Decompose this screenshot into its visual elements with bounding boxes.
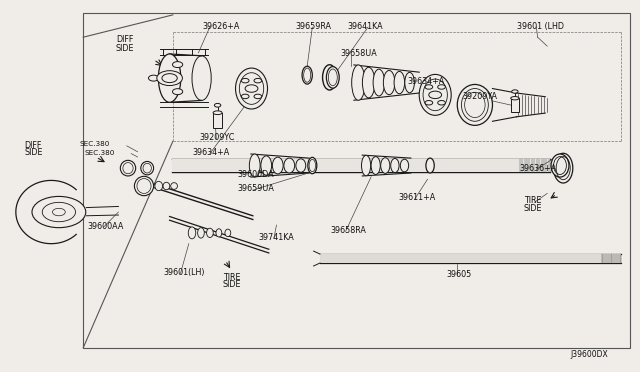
Ellipse shape — [188, 227, 196, 239]
Ellipse shape — [362, 155, 371, 176]
Ellipse shape — [362, 67, 375, 98]
Text: SEC.380: SEC.380 — [79, 141, 110, 147]
Bar — [320, 254, 621, 263]
Text: 39658RA: 39658RA — [331, 226, 367, 235]
Text: 39636+A: 39636+A — [519, 164, 556, 173]
Ellipse shape — [141, 161, 154, 175]
Circle shape — [425, 100, 433, 105]
Text: J39600DX: J39600DX — [570, 350, 607, 359]
Ellipse shape — [551, 154, 569, 177]
Text: 39209YC: 39209YC — [200, 133, 236, 142]
Ellipse shape — [143, 163, 152, 173]
Text: TIRE: TIRE — [223, 273, 241, 282]
Text: 39741KA: 39741KA — [259, 233, 294, 242]
Text: 39605: 39605 — [447, 270, 472, 279]
Ellipse shape — [394, 71, 404, 94]
Text: SIDE: SIDE — [524, 204, 541, 213]
Ellipse shape — [134, 176, 154, 196]
Text: DIFF: DIFF — [24, 141, 42, 150]
Circle shape — [173, 89, 183, 94]
Bar — [83, 13, 630, 348]
Text: TIRE: TIRE — [524, 196, 541, 205]
Ellipse shape — [216, 229, 222, 237]
Ellipse shape — [326, 67, 339, 88]
Text: 39626+A: 39626+A — [202, 22, 239, 31]
Text: SEC.380: SEC.380 — [84, 150, 115, 155]
Text: 39611+A: 39611+A — [399, 193, 436, 202]
Circle shape — [438, 85, 445, 89]
Bar — [213, 113, 222, 128]
Ellipse shape — [214, 103, 221, 107]
Text: 39209YA: 39209YA — [463, 92, 497, 101]
Ellipse shape — [554, 153, 573, 183]
Ellipse shape — [390, 158, 399, 173]
Text: 39641KA: 39641KA — [347, 22, 383, 31]
Circle shape — [425, 85, 433, 89]
Circle shape — [52, 208, 65, 216]
Circle shape — [32, 196, 86, 228]
Ellipse shape — [207, 228, 213, 238]
Ellipse shape — [400, 159, 408, 172]
Ellipse shape — [308, 157, 317, 174]
Ellipse shape — [419, 74, 451, 115]
Circle shape — [42, 202, 76, 222]
Circle shape — [438, 100, 445, 105]
Ellipse shape — [512, 90, 518, 93]
Ellipse shape — [404, 72, 415, 93]
Ellipse shape — [457, 84, 493, 125]
Ellipse shape — [511, 97, 519, 100]
Circle shape — [254, 94, 262, 99]
Ellipse shape — [426, 158, 435, 173]
Ellipse shape — [352, 65, 365, 100]
Text: 39634+A: 39634+A — [193, 148, 230, 157]
Text: 39600AA: 39600AA — [88, 222, 124, 231]
Text: 39659RA: 39659RA — [296, 22, 332, 31]
Circle shape — [241, 94, 249, 99]
Bar — [172, 159, 550, 172]
Text: SIDE: SIDE — [223, 280, 241, 289]
Ellipse shape — [163, 182, 170, 190]
Ellipse shape — [236, 68, 268, 109]
Circle shape — [162, 74, 177, 83]
Text: SIDE: SIDE — [24, 148, 42, 157]
Ellipse shape — [171, 183, 177, 189]
Ellipse shape — [198, 228, 204, 238]
Circle shape — [254, 78, 262, 83]
Circle shape — [245, 85, 258, 92]
Ellipse shape — [284, 158, 294, 173]
Text: 39634+A: 39634+A — [407, 77, 444, 86]
Circle shape — [148, 75, 159, 81]
Text: 39601(LH): 39601(LH) — [164, 268, 205, 277]
Ellipse shape — [225, 229, 231, 237]
Ellipse shape — [261, 156, 271, 175]
Text: 39600DA: 39600DA — [237, 170, 275, 179]
Text: 39659UA: 39659UA — [237, 185, 275, 193]
Ellipse shape — [302, 66, 312, 84]
Text: SIDE: SIDE — [116, 44, 134, 53]
Ellipse shape — [123, 163, 133, 174]
Ellipse shape — [373, 69, 385, 96]
Bar — [511, 98, 519, 112]
Circle shape — [241, 78, 249, 83]
Ellipse shape — [381, 158, 390, 173]
Text: DIFF: DIFF — [116, 35, 134, 44]
Circle shape — [157, 71, 182, 86]
Text: 39601 (LHD: 39601 (LHD — [517, 22, 564, 31]
Ellipse shape — [273, 157, 283, 174]
Ellipse shape — [250, 154, 260, 177]
Circle shape — [173, 62, 183, 68]
Ellipse shape — [371, 157, 380, 174]
Ellipse shape — [383, 71, 395, 94]
Ellipse shape — [120, 160, 136, 176]
Ellipse shape — [155, 181, 163, 190]
Text: 39658UA: 39658UA — [340, 49, 377, 58]
Ellipse shape — [213, 111, 222, 115]
Ellipse shape — [159, 54, 181, 102]
Circle shape — [429, 91, 442, 99]
Ellipse shape — [296, 159, 306, 172]
